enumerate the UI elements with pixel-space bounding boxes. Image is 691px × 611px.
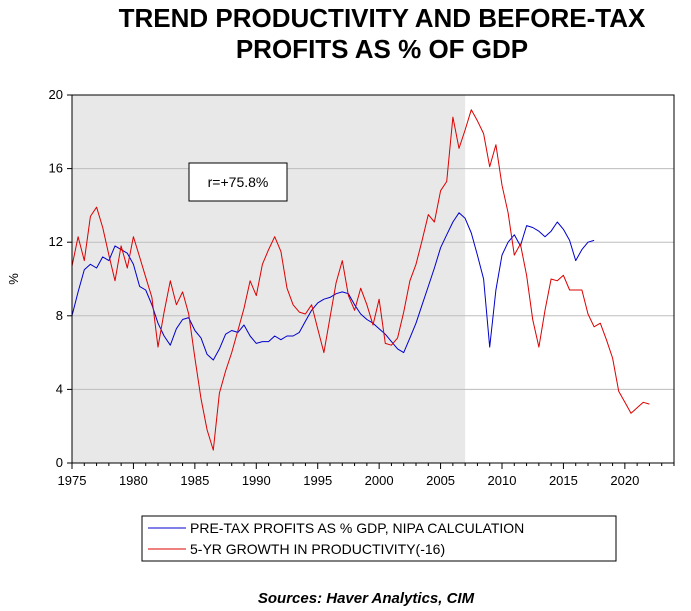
y-tick-label: 16: [49, 161, 63, 176]
legend-label-profits: PRE-TAX PROFITS AS % GDP, NIPA CALCULATI…: [190, 520, 524, 536]
y-tick-label: 4: [56, 381, 63, 396]
x-axis: 1975 1980 1985 1990 1995 2000 2005 2010 2015 2020: [58, 463, 675, 488]
y-tick-label: 12: [49, 234, 63, 249]
x-tick-label: 2020: [610, 473, 639, 488]
x-tick-label: 2000: [365, 473, 394, 488]
series-lines: [71, 109, 650, 451]
x-tick-label: 1980: [119, 473, 148, 488]
x-tick-label: 1975: [58, 473, 87, 488]
y-tick-label: 20: [49, 87, 63, 102]
x-tick-label: 2015: [549, 473, 578, 488]
y-tick-label: 0: [56, 455, 63, 470]
correlation-annotation: r=+75.8%: [208, 174, 269, 190]
x-tick-label: 2005: [426, 473, 455, 488]
y-axis-label: %: [6, 273, 21, 285]
legend: [141, 515, 617, 562]
series-line-profits: [71, 212, 595, 361]
plot-frame: [71, 94, 675, 464]
source-note: Sources: Haver Analytics, CIM: [258, 590, 475, 607]
x-tick-label: 2010: [488, 473, 517, 488]
x-tick-label: 1985: [180, 473, 209, 488]
chart-title-line-2: PROFITS AS % OF GDP: [236, 34, 528, 64]
correlation-box: [188, 162, 288, 202]
y-tick-label: 8: [56, 308, 63, 323]
chart-title-line-1: TREND PRODUCTIVITY AND BEFORE-TAX: [119, 3, 646, 33]
x-tick-label: 1990: [242, 473, 271, 488]
shaded-region: [72, 95, 466, 463]
series-line-productivity: [71, 109, 650, 451]
x-tick-label: 1995: [303, 473, 332, 488]
y-axis: 0 4 8 12 16 20: [49, 87, 72, 470]
grid-lines: [72, 168, 674, 390]
legend-label-productivity: 5-YR GROWTH IN PRODUCTIVITY(-16): [190, 541, 445, 557]
